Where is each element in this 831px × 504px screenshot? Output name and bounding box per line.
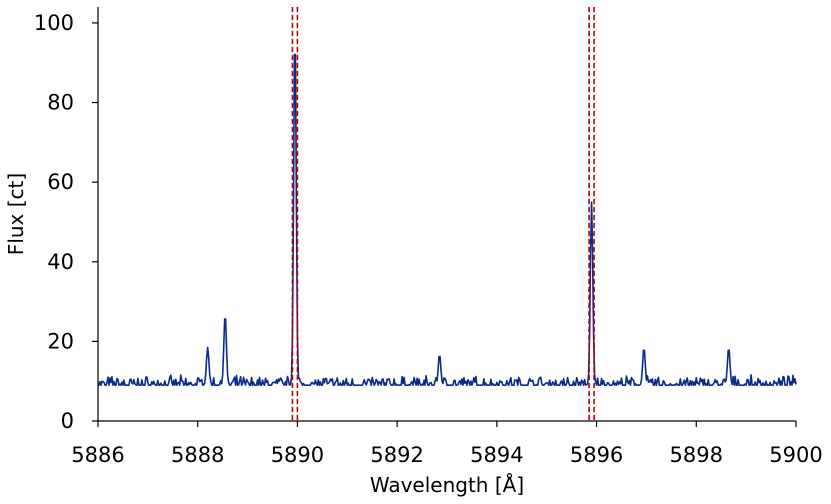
x-tick-label: 5886 (71, 443, 124, 467)
x-tick-label: 5890 (271, 443, 324, 467)
x-axis-label: Wavelength [Å] (370, 473, 524, 497)
reference-lines (291, 7, 595, 421)
y-tick-label: 40 (47, 250, 74, 274)
x-tick-label: 5898 (670, 443, 723, 467)
plot-area (98, 53, 797, 386)
x-ticks: 5886 5888 5890 5892 5894 5896 5898 5900 (71, 421, 823, 467)
x-tick-label: 5900 (769, 443, 822, 467)
y-ticks: 0 20 40 60 80 100 (34, 11, 98, 433)
y-tick-label: 0 (61, 409, 74, 433)
x-tick-label: 5888 (171, 443, 224, 467)
flux-series-line (98, 53, 797, 386)
y-axis-label: Flux [ct] (4, 173, 28, 255)
x-tick-label: 5896 (570, 443, 623, 467)
x-tick-label: 5894 (470, 443, 523, 467)
y-tick-label: 100 (34, 11, 74, 35)
y-tick-label: 80 (47, 91, 74, 115)
x-tick-label: 5892 (370, 443, 423, 467)
y-tick-label: 60 (47, 170, 74, 194)
y-tick-label: 20 (47, 329, 74, 353)
